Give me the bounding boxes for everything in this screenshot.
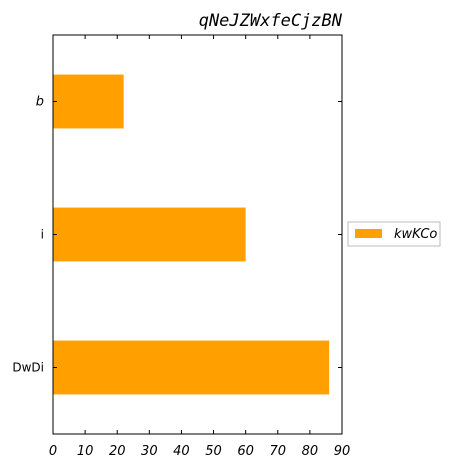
y-tick-label-b: b bbox=[36, 95, 44, 110]
x-tick-label-90: 90 bbox=[334, 444, 351, 459]
y-tick-label-DwDi: DwDi bbox=[12, 361, 44, 375]
x-tick-label-60: 60 bbox=[237, 444, 254, 459]
x-tick-label-30: 30 bbox=[141, 444, 158, 459]
x-tick-label-50: 50 bbox=[205, 444, 222, 459]
legend-swatch bbox=[355, 229, 382, 238]
legend-label: kwKCo bbox=[394, 227, 437, 242]
x-tick-label-70: 70 bbox=[270, 444, 287, 459]
bar-DwDi bbox=[53, 340, 330, 395]
bars-group bbox=[53, 74, 330, 395]
y-tick-label-i: i bbox=[41, 228, 44, 242]
bar-i bbox=[53, 207, 246, 262]
legend: kwKCo bbox=[347, 221, 441, 247]
y-axis: b i DwDi bbox=[12, 95, 342, 375]
chart-title: qNeJZWxfeCjzBN bbox=[199, 11, 343, 31]
x-tick-label-0: 0 bbox=[49, 444, 57, 459]
bar-b bbox=[53, 74, 124, 129]
x-tick-label-40: 40 bbox=[173, 444, 190, 459]
x-tick-label-10: 10 bbox=[77, 444, 94, 459]
x-axis: 0 10 20 30 40 50 60 70 80 90 bbox=[49, 35, 350, 459]
x-tick-label-80: 80 bbox=[302, 444, 319, 459]
x-tick-label-20: 20 bbox=[109, 444, 126, 459]
